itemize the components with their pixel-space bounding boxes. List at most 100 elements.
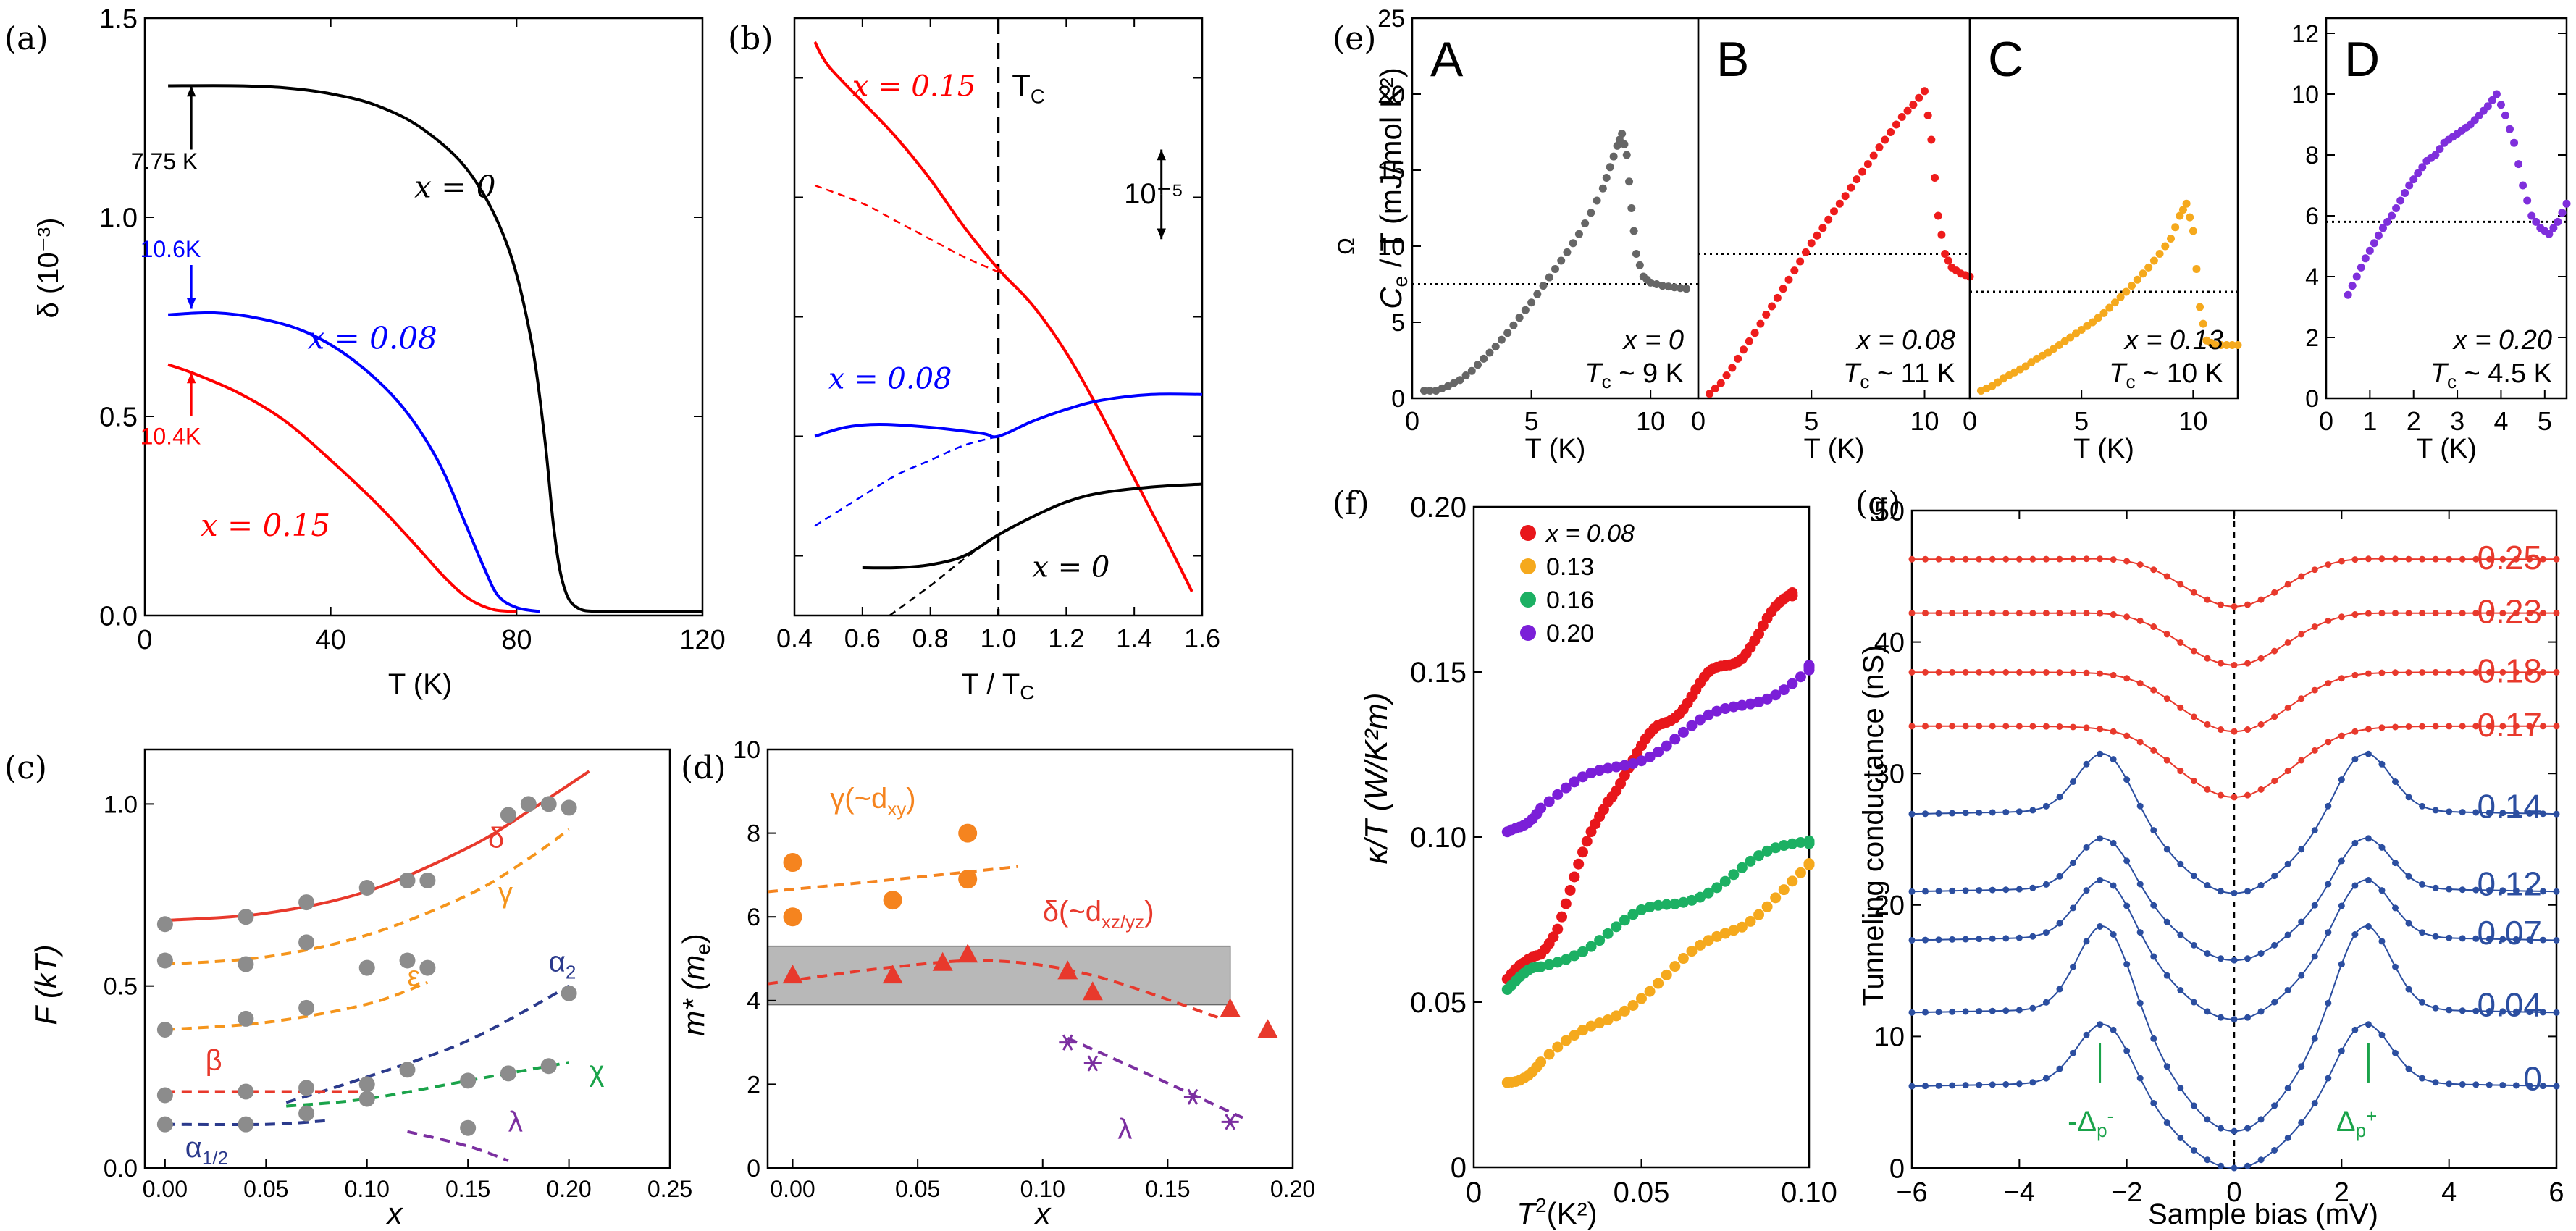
x-tick-label: 10 <box>1910 406 1939 436</box>
data-point-e <box>1521 306 1530 314</box>
data-point-g <box>2459 1007 2466 1014</box>
data-point-e <box>1450 379 1459 387</box>
data-point-g <box>2539 555 2546 563</box>
data-point-g <box>2432 884 2439 891</box>
data-point-e <box>2155 250 2164 258</box>
data-point-e <box>1988 382 1997 390</box>
data-point-g <box>2204 786 2211 793</box>
data-point-f <box>1677 726 1689 738</box>
data-point-g <box>1989 610 1996 617</box>
data-point-g <box>2351 931 2359 938</box>
data-point-e <box>1682 285 1691 293</box>
data-point-e <box>1824 215 1833 224</box>
data-point-g <box>2097 726 2104 733</box>
data-point-g <box>2459 555 2466 563</box>
data-point-g <box>2204 1156 2211 1164</box>
plot-frame-e-C <box>1968 17 2239 400</box>
data-point-g <box>1976 809 1983 816</box>
data-point-g <box>2284 768 2291 775</box>
data-point-e <box>1581 219 1590 227</box>
data-point-g <box>2378 555 2386 563</box>
data-point-e <box>1915 93 1923 102</box>
data-point-f <box>1770 689 1782 701</box>
data-point-g <box>2392 610 2399 617</box>
data-point-g <box>2499 1008 2506 1015</box>
y-tick-label: 25 <box>1377 5 1405 33</box>
data-point-c <box>238 956 254 972</box>
y-tick-label: 0.0 <box>99 601 138 631</box>
y-tick-label: 15 <box>1377 157 1405 185</box>
data-point-g <box>2083 669 2090 676</box>
data-point-g <box>1989 555 1996 563</box>
data-point-g <box>2485 610 2493 617</box>
subpanel-letter: B <box>1716 32 1749 87</box>
data-point-f <box>1695 891 1706 903</box>
data-point-g <box>2338 857 2345 865</box>
data-point-g <box>2405 920 2412 927</box>
subpanel-letter: A <box>1430 32 1464 87</box>
data-point-d-gamma <box>783 907 802 927</box>
data-point-e <box>2196 303 2204 311</box>
data-point-f <box>1711 930 1723 942</box>
data-point-g <box>2419 555 2426 563</box>
data-point-g <box>2257 655 2265 662</box>
data-point-g <box>2190 589 2197 596</box>
data-point-e <box>1426 387 1435 395</box>
data-point-g <box>2298 1063 2305 1070</box>
data-point-c <box>156 916 173 933</box>
data-point-g <box>2512 668 2520 676</box>
panel-a: (a) δ (10⁻³) T (K) 0 40 80 120 0.0 0.5 1.0 1.5 7… <box>4 4 726 700</box>
data-point-g <box>2271 873 2278 880</box>
data-point-e <box>1897 113 1906 121</box>
data-point-e <box>2418 163 2427 172</box>
data-point-g <box>2110 611 2117 618</box>
data-point-f <box>1803 838 1815 849</box>
data-point-f <box>1795 836 1806 848</box>
data-point-g <box>2392 669 2399 676</box>
data-point-g <box>2526 668 2533 676</box>
data-point-g <box>2472 935 2480 942</box>
data-point-g <box>2204 655 2211 662</box>
data-point-e <box>2545 230 2554 238</box>
plot-frame-c <box>143 748 671 1169</box>
y-tick-label: 0.10 <box>1410 822 1467 854</box>
x-tick-label: 10 <box>2178 406 2207 436</box>
x-tick-label: 5 <box>2074 406 2089 436</box>
y-tick-label: 10 <box>733 736 760 764</box>
data-point-f <box>1611 761 1622 773</box>
data-point-e <box>1456 376 1464 385</box>
data-point-g <box>2553 555 2560 563</box>
x-tick-label: 0.25 <box>647 1176 692 1202</box>
data-point-g <box>2163 695 2170 702</box>
xlabel-a: T (K) <box>388 668 452 700</box>
y-tick-label: 0.05 <box>1410 987 1467 1019</box>
data-point-e <box>2527 211 2536 220</box>
data-point-g <box>2298 846 2305 853</box>
data-point-g <box>2499 1082 2506 1089</box>
data-point-g <box>2378 724 2386 731</box>
data-point-f <box>1552 923 1564 935</box>
data-point-g <box>2002 886 2010 894</box>
data-point-g <box>2177 639 2184 646</box>
xlabel-e: T (K) <box>2416 434 2477 464</box>
data-point-g <box>2351 671 2359 678</box>
label-10-4k: 10.4K <box>140 424 201 450</box>
data-point-f <box>1661 740 1672 752</box>
panel-label-d: (d) <box>681 749 726 786</box>
data-point-e <box>1676 284 1685 293</box>
data-point-e <box>2523 196 2532 205</box>
scale-arrow-down-head <box>1157 228 1166 240</box>
data-point-e <box>2217 341 2225 349</box>
data-point-c <box>460 1119 477 1136</box>
data-point-e <box>1796 257 1805 266</box>
data-point-e <box>1574 230 1583 238</box>
data-point-g <box>2231 957 2238 964</box>
data-point-g <box>2257 882 2265 889</box>
data-point-g <box>2392 778 2399 786</box>
ylabel-g: Tunneling conductance (nS) <box>1858 645 1889 1007</box>
x-tick-label: 0 <box>1963 406 1977 436</box>
data-point-g <box>2257 1116 2265 1123</box>
data-point-g <box>2405 555 2412 563</box>
data-point-g <box>2378 610 2386 617</box>
data-point-g <box>2070 1049 2076 1056</box>
